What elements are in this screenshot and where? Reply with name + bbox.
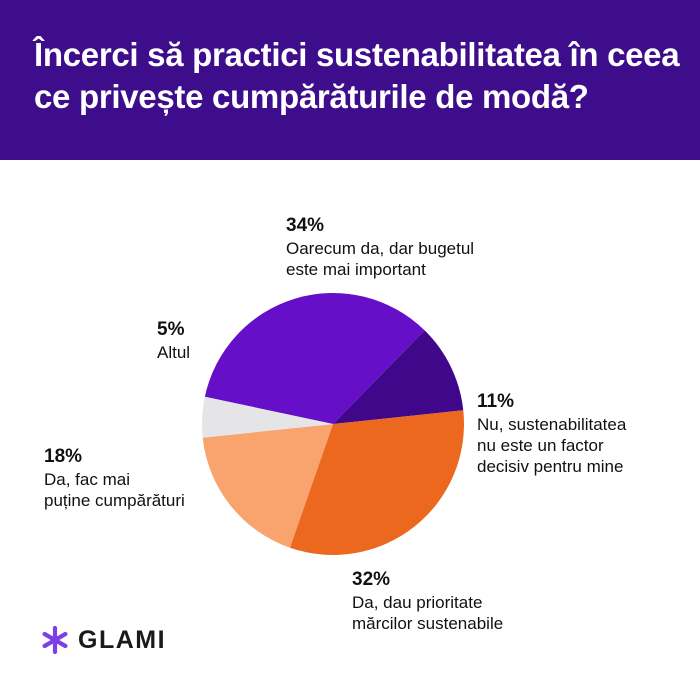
- label-fac-text: Da, fac mai puține cumpărături: [44, 470, 185, 510]
- label-da: 32% Da, dau prioritate mărcilor sustenab…: [352, 568, 503, 634]
- label-budget-text: Oarecum da, dar bugetul este mai importa…: [286, 239, 475, 279]
- glami-logo: GLAMI: [40, 620, 166, 660]
- label-da-pct: 32%: [352, 569, 391, 590]
- label-budget: 34% Oarecum da, dar bugetul este mai imp…: [286, 214, 474, 280]
- label-nu-text: Nu, sustenabilitatea nu este un factor d…: [477, 415, 627, 476]
- label-nu-pct: 11%: [477, 391, 514, 412]
- slice-da: [289, 410, 464, 555]
- asterisk-icon: [42, 625, 68, 655]
- title-line-1: Încerci să practici sustenabilitatea în …: [34, 36, 680, 73]
- label-altul-text: Altul: [157, 343, 191, 362]
- label-budget-pct: 34%: [286, 215, 325, 236]
- slice-nu: [333, 330, 464, 424]
- header-banner: Încerci să practici sustenabilitatea în …: [0, 0, 700, 160]
- label-da-text: Da, dau prioritate mărcilor sustenabile: [352, 593, 504, 633]
- label-nu: 11% Nu, sustenabilitatea nu este un fact…: [477, 390, 626, 477]
- title-line-2: ce privește cumpărăturile de modă?: [34, 78, 589, 115]
- label-fac-pct: 18%: [44, 446, 83, 467]
- slice-altul: [202, 396, 333, 438]
- slice-budget: [204, 292, 425, 424]
- slice-fac: [202, 424, 333, 548]
- label-altul-pct: 5%: [157, 319, 185, 340]
- logo-text: GLAMI: [78, 625, 167, 654]
- label-fac: 18% Da, fac mai puține cumpărături: [44, 445, 185, 511]
- chart-title: Încerci să practici sustenabilitatea în …: [34, 34, 680, 118]
- label-altul: 5% Altul: [157, 318, 190, 363]
